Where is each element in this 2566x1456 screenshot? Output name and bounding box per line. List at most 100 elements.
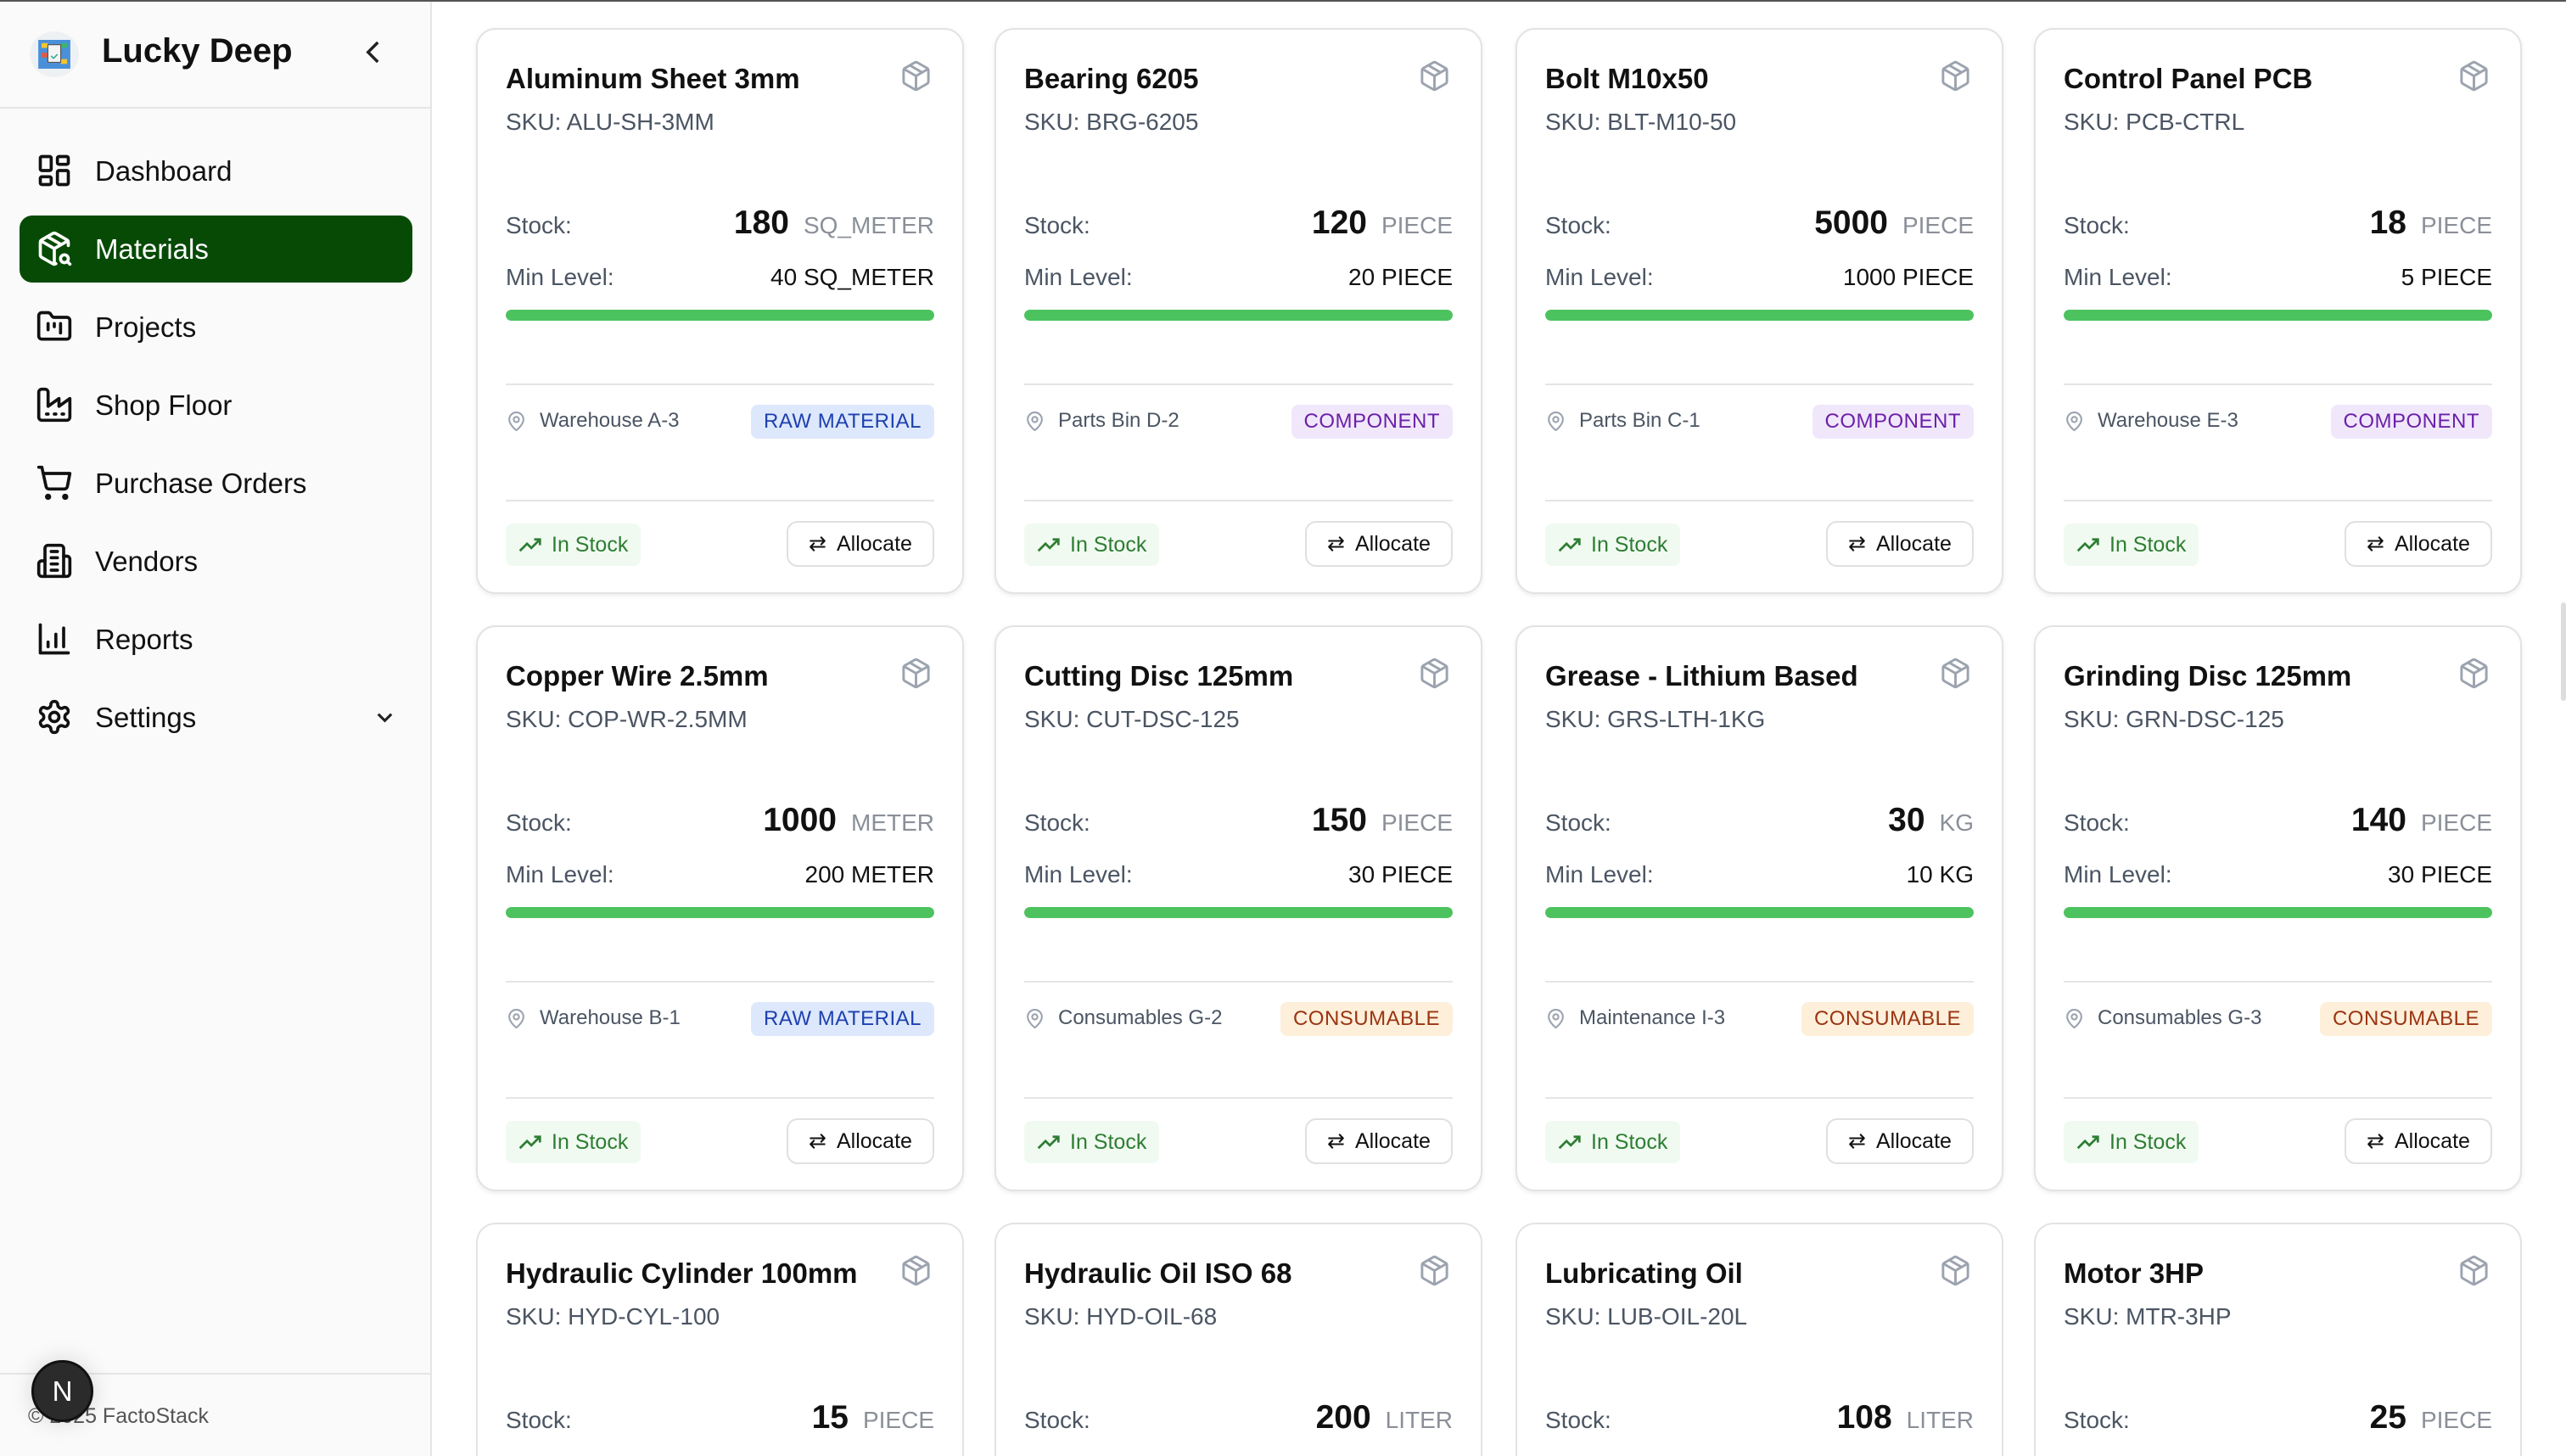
sidebar-item-projects[interactable]: Projects <box>20 294 412 361</box>
map-pin-icon <box>1027 1008 1043 1028</box>
package-icon <box>902 60 930 92</box>
sidebar-item-settings[interactable]: Settings <box>20 684 412 751</box>
divider <box>506 384 934 385</box>
brand-logo <box>30 31 79 77</box>
stock-unit: PIECE <box>2420 212 2492 238</box>
stock-value: 25 <box>2369 1399 2406 1436</box>
material-name: Control Panel PCB <box>2064 63 2313 94</box>
stock-unit: KG <box>1939 809 1974 836</box>
stock-value: 15 <box>811 1399 849 1436</box>
location-text: Parts Bin C-1 <box>1579 409 1700 432</box>
trending-up-icon <box>518 537 541 552</box>
status-text: In Stock <box>1070 1129 1147 1154</box>
location: Warehouse A-3 <box>506 409 680 433</box>
stock-value: 200 <box>1315 1399 1371 1436</box>
divider <box>1024 384 1453 385</box>
material-card[interactable]: Motor 3HP SKU: MTR-3HP Stock: 25 PIECE <box>2034 1223 2522 1456</box>
package-icon <box>1941 658 1969 689</box>
sku-value: PCB-CTRL <box>2126 109 2245 135</box>
allocate-label: Allocate <box>2395 1128 2470 1153</box>
sku-label: SKU: <box>1545 706 1608 732</box>
package-icon <box>1420 658 1448 689</box>
sidebar-item-vendors[interactable]: Vendors <box>20 528 412 595</box>
sidebar: Lucky Deep Dashboard Materials Projects Sho… <box>0 0 432 1456</box>
location: Consumables G-3 <box>2064 1006 2261 1030</box>
category-badge: RAW MATERIAL <box>750 1002 934 1036</box>
stock-progress-fill <box>2064 907 2492 918</box>
sidebar-item-label: Shop Floor <box>95 389 233 421</box>
sidebar-item-label: Projects <box>95 311 197 343</box>
material-card[interactable]: Grease - Lithium Based SKU: GRS-LTH-1KG … <box>1516 625 2003 1191</box>
min-level-label: Min Level: <box>1024 264 1133 290</box>
sidebar-nav: Dashboard Materials Projects Shop Floor Purc… <box>20 137 412 762</box>
map-pin-icon <box>508 1008 524 1028</box>
location-text: Warehouse B-1 <box>540 1006 681 1029</box>
min-level-row: Min Level: 1000 PIECE <box>1545 264 1974 291</box>
stock-label: Stock: <box>506 1407 572 1433</box>
sidebar-item-reports[interactable]: Reports <box>20 606 412 673</box>
material-card[interactable]: Lubricating Oil SKU: LUB-OIL-20L Stock: 1… <box>1516 1223 2003 1456</box>
sidebar-header: Lucky Deep <box>0 0 430 109</box>
material-card[interactable]: Hydraulic Cylinder 100mm SKU: HYD-CYL-10… <box>476 1223 964 1456</box>
stock-row: Stock: 150 PIECE <box>1024 802 1453 839</box>
stock-row: Stock: 30 KG <box>1545 802 1974 839</box>
material-card[interactable]: Control Panel PCB SKU: PCB-CTRL Stock: 18… <box>2034 28 2522 594</box>
allocate-button[interactable]: ⇄ Allocate <box>787 521 934 567</box>
material-sku: SKU: PCB-CTRL <box>2064 109 2244 136</box>
scrollbar[interactable] <box>2561 602 2566 701</box>
material-card[interactable]: Bearing 6205 SKU: BRG-6205 Stock: 120 PIEC… <box>994 28 1482 594</box>
material-card[interactable]: Cutting Disc 125mm SKU: CUT-DSC-125 Stoc… <box>994 625 1482 1191</box>
allocate-button[interactable]: ⇄ Allocate <box>1826 1118 1974 1164</box>
material-card[interactable]: Copper Wire 2.5mm SKU: COP-WR-2.5MM Stoc… <box>476 625 964 1191</box>
sku-label: SKU: <box>2064 1303 2126 1330</box>
map-pin-icon <box>1548 1008 1564 1028</box>
swap-arrows-icon: ⇄ <box>1327 1129 1345 1153</box>
material-card[interactable]: Aluminum Sheet 3mm SKU: ALU-SH-3MM Stock… <box>476 28 964 594</box>
stock-row: Stock: 140 PIECE <box>2064 802 2492 839</box>
trending-up-icon <box>2076 1134 2099 1149</box>
collapse-sidebar-button[interactable] <box>363 39 383 70</box>
gear-icon <box>38 699 70 735</box>
stock-value: 150 <box>1311 802 1367 838</box>
sidebar-item-shop-floor[interactable]: Shop Floor <box>20 372 412 439</box>
status-text: In Stock <box>1591 532 1668 557</box>
brand-name: Lucky Deep <box>102 32 293 70</box>
stock-progress-fill <box>506 907 934 918</box>
allocate-button[interactable]: ⇄ Allocate <box>2345 1118 2492 1164</box>
allocate-button[interactable]: ⇄ Allocate <box>2345 521 2492 567</box>
stock-unit: PIECE <box>1381 809 1453 836</box>
material-card[interactable]: Hydraulic Oil ISO 68 SKU: HYD-OIL-68 Sto… <box>994 1223 1482 1456</box>
allocate-button[interactable]: ⇄ Allocate <box>787 1118 934 1164</box>
material-name: Copper Wire 2.5mm <box>506 660 769 692</box>
sku-value: BLT-M10-50 <box>1607 109 1737 135</box>
stock-value: 108 <box>1836 1399 1892 1436</box>
material-name: Motor 3HP <box>2064 1257 2204 1289</box>
stock-progress-bar <box>1024 907 1453 918</box>
material-card[interactable]: Bolt M10x50 SKU: BLT-M10-50 Stock: 5000 PI… <box>1516 28 2003 594</box>
allocate-button[interactable]: ⇄ Allocate <box>1305 1118 1453 1164</box>
sidebar-item-dashboard[interactable]: Dashboard <box>20 137 412 204</box>
stock-value: 5000 <box>1814 204 1888 241</box>
stock-progress-bar <box>1024 310 1453 321</box>
sku-value: ALU-SH-3MM <box>566 109 714 135</box>
dev-tools-badge[interactable]: N <box>31 1360 93 1422</box>
material-name: Hydraulic Cylinder 100mm <box>506 1257 858 1289</box>
stock-row: Stock: 180 SQ_METER <box>506 204 934 242</box>
allocate-button[interactable]: ⇄ Allocate <box>1826 521 1974 567</box>
category-badge: CONSUMABLE <box>1801 1002 1974 1036</box>
location-text: Maintenance I-3 <box>1579 1006 1726 1029</box>
min-level-value: 30 PIECE <box>1348 861 1453 888</box>
material-name: Grinding Disc 125mm <box>2064 660 2352 692</box>
allocate-button[interactable]: ⇄ Allocate <box>1305 521 1453 567</box>
sku-label: SKU: <box>1024 706 1087 732</box>
stock-value: 30 <box>1888 802 1925 838</box>
sidebar-item-materials[interactable]: Materials <box>20 216 412 283</box>
location-text: Warehouse E-3 <box>2098 409 2238 432</box>
material-card[interactable]: Grinding Disc 125mm SKU: GRN-DSC-125 Sto… <box>2034 625 2522 1191</box>
folder-kanban-icon <box>36 311 72 341</box>
stock-label: Stock: <box>2064 1407 2130 1433</box>
location: Parts Bin C-1 <box>1545 409 1700 433</box>
sidebar-item-purchase-orders[interactable]: Purchase Orders <box>20 450 412 517</box>
material-name: Aluminum Sheet 3mm <box>506 63 800 94</box>
stock-unit: LITER <box>1906 1407 1974 1433</box>
